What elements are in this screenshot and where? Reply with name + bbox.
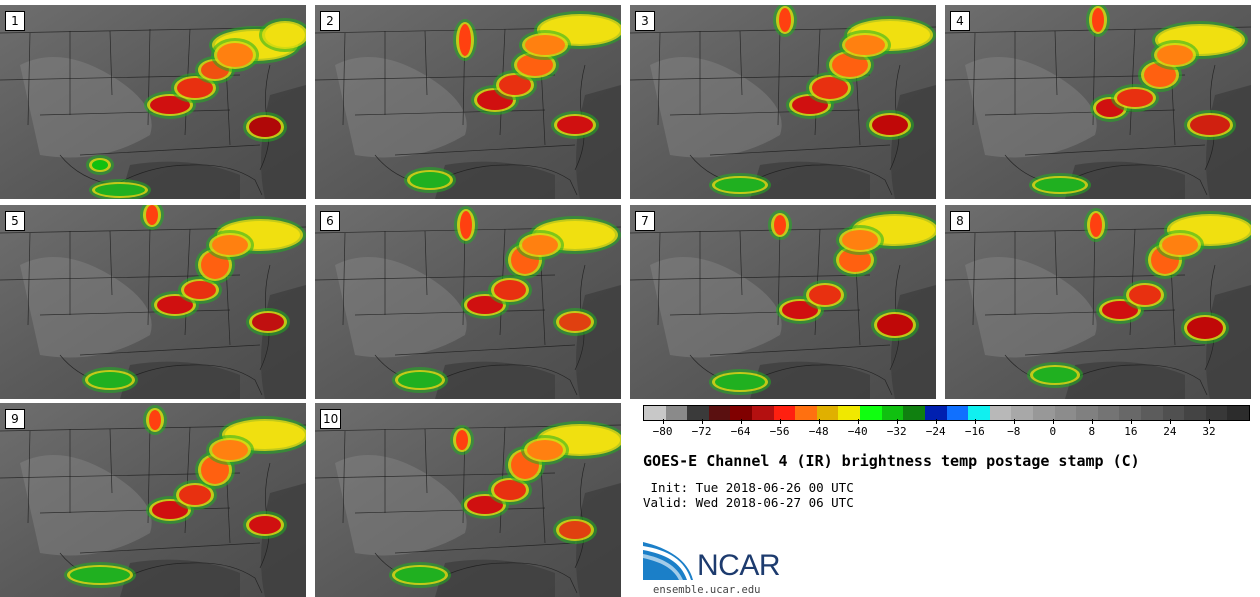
stamp-label: 6 xyxy=(320,211,340,231)
valid-time: Valid: Wed 2018-06-27 06 UTC xyxy=(643,495,854,510)
stamp-label: 7 xyxy=(635,211,655,231)
stamp-label: 9 xyxy=(5,409,25,429)
colorbar-tick-label: −24 xyxy=(925,425,946,438)
ir-map xyxy=(0,205,306,399)
stamp-label: 5 xyxy=(5,211,25,231)
stamp-panel-9: 9 xyxy=(0,403,306,597)
stamp-panel-10: 10 xyxy=(315,403,621,597)
stamp-panel-7: 7 xyxy=(630,205,936,399)
colorbar-swatch xyxy=(946,406,969,420)
colorbar-swatch xyxy=(644,406,666,420)
colorbar-swatch xyxy=(924,406,947,420)
colorbar-swatch xyxy=(773,406,796,420)
colorbar-tick-label: −32 xyxy=(886,425,907,438)
colorbar-ticks: −80 −72 −64 −56 −48 −40 −32 −24 −16 −8 0 8 16 24 32 xyxy=(643,419,1248,439)
stamp-label: 2 xyxy=(320,11,340,31)
stamp-label: 1 xyxy=(5,11,25,31)
colorbar-tick-mark xyxy=(1208,419,1210,424)
ncar-logo-icon xyxy=(643,542,693,580)
ir-map xyxy=(0,5,306,199)
ir-map xyxy=(0,403,306,597)
colorbar-tick-label: 0 xyxy=(1049,425,1057,438)
colorbar-tick-mark xyxy=(896,419,898,424)
colorbar-tick-mark xyxy=(1052,419,1054,424)
colorbar-tick-label: −64 xyxy=(730,425,751,438)
colorbar-tick-label: −56 xyxy=(769,425,790,438)
colorbar-swatch xyxy=(816,406,839,420)
colorbar-tick-mark xyxy=(935,419,937,424)
ir-map xyxy=(315,5,621,199)
stamp-panel-3: 3 xyxy=(630,5,936,199)
colorbar xyxy=(643,405,1250,421)
stamp-label: 8 xyxy=(950,211,970,231)
colorbar-tick-label: −80 xyxy=(652,425,673,438)
colorbar-swatch xyxy=(795,406,817,420)
colorbar-tick-label: −16 xyxy=(964,425,985,438)
colorbar-swatch xyxy=(708,406,731,420)
colorbar-swatch xyxy=(881,406,904,420)
stamp-panel-4: 4 xyxy=(945,5,1251,199)
stamp-panel-8: 8 xyxy=(945,205,1251,399)
stamp-panel-6: 6 xyxy=(315,205,621,399)
ir-map xyxy=(315,205,621,399)
colorbar-tick-mark xyxy=(701,419,703,424)
colorbar-tick-label: −72 xyxy=(691,425,712,438)
colorbar-swatch xyxy=(1032,406,1055,420)
colorbar-tick-mark xyxy=(818,419,820,424)
colorbar-swatch xyxy=(989,406,1012,420)
colorbar-tick-mark xyxy=(974,419,976,424)
colorbar-tick-label: 16 xyxy=(1124,425,1138,438)
figure-title: GOES-E Channel 4 (IR) brightness temp po… xyxy=(643,452,1140,470)
colorbar-swatch xyxy=(838,406,861,420)
colorbar-swatch xyxy=(730,406,753,420)
colorbar-swatch xyxy=(1227,406,1250,420)
colorbar-swatch xyxy=(665,406,688,420)
colorbar-tick-label: −8 xyxy=(1007,425,1021,438)
ir-map xyxy=(315,403,621,597)
stamp-panel-1: 1 xyxy=(0,5,306,199)
colorbar-swatch xyxy=(1076,406,1098,420)
colorbar-swatch xyxy=(968,406,990,420)
colorbar-swatch xyxy=(1011,406,1033,420)
colorbar-tick-label: −48 xyxy=(808,425,829,438)
colorbar-tick-mark xyxy=(1169,419,1171,424)
colorbar-swatch xyxy=(903,406,925,420)
colorbar-tick-label: 8 xyxy=(1088,425,1096,438)
ir-map xyxy=(630,205,936,399)
ncar-logo-text: NCAR xyxy=(697,549,781,582)
colorbar-tick-mark xyxy=(1013,419,1015,424)
stamp-panel-5: 5 xyxy=(0,205,306,399)
source-url: ensemble.ucar.edu xyxy=(653,584,761,596)
colorbar-tick-label: 32 xyxy=(1202,425,1216,438)
colorbar-swatch xyxy=(860,406,882,420)
colorbar-swatch xyxy=(1184,406,1206,420)
ir-map xyxy=(945,5,1251,199)
stamp-label: 4 xyxy=(950,11,970,31)
stamp-label: 3 xyxy=(635,11,655,31)
colorbar-swatch xyxy=(1141,406,1163,420)
stamp-label: 10 xyxy=(320,409,342,429)
colorbar-tick-label: 24 xyxy=(1163,425,1177,438)
colorbar-tick-mark xyxy=(1130,419,1132,424)
colorbar-swatch xyxy=(1205,406,1228,420)
colorbar-swatch xyxy=(752,406,774,420)
colorbar-tick-label: −40 xyxy=(847,425,868,438)
init-time: Init: Tue 2018-06-26 00 UTC xyxy=(643,480,854,495)
ir-map xyxy=(630,5,936,199)
colorbar-tick-mark xyxy=(857,419,859,424)
colorbar-swatch xyxy=(1162,406,1185,420)
colorbar-swatch xyxy=(1054,406,1077,420)
colorbar-tick-mark xyxy=(1091,419,1093,424)
colorbar-swatch xyxy=(1097,406,1120,420)
colorbar-swatch xyxy=(687,406,709,420)
ir-map xyxy=(945,205,1251,399)
colorbar-tick-mark xyxy=(740,419,742,424)
stamp-panel-2: 2 xyxy=(315,5,621,199)
colorbar-tick-mark xyxy=(662,419,664,424)
colorbar-swatch xyxy=(1119,406,1142,420)
colorbar-tick-mark xyxy=(779,419,781,424)
